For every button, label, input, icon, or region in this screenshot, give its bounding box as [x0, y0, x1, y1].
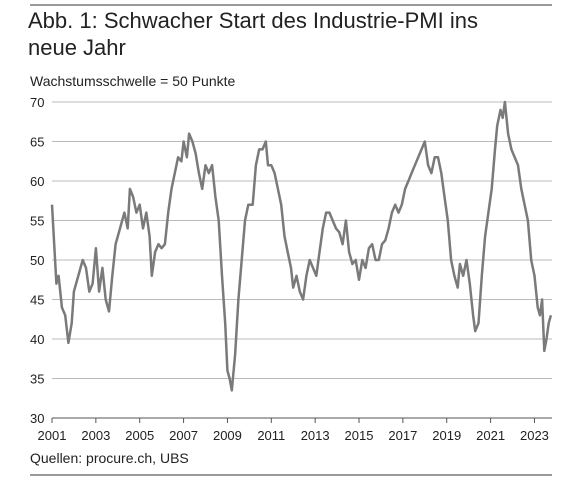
y-tick-label: 55	[30, 214, 44, 229]
subtitle: Wachstumsschwelle = 50 Punkte	[30, 73, 236, 89]
x-tick-label: 2019	[432, 428, 461, 443]
x-tick-label: 2021	[476, 428, 505, 443]
title-box: Abb. 1: Schwacher Start des Industrie-PM…	[28, 8, 478, 60]
x-tick-label: 2011	[257, 428, 285, 443]
y-tick-label: 70	[30, 95, 44, 110]
x-tick-label: 2007	[169, 428, 198, 443]
source: Quellen: procure.ch, UBS	[30, 450, 189, 466]
x-tick-label: 2009	[213, 428, 242, 443]
x-tick-label: 2023	[520, 428, 549, 443]
y-tick-label: 30	[30, 411, 44, 426]
x-tick-label: 2003	[81, 428, 110, 443]
y-tick-label: 65	[30, 135, 44, 150]
x-tick-label: 2001	[38, 428, 67, 443]
y-tick-label: 40	[30, 332, 44, 347]
x-tick-label: 2017	[388, 428, 417, 443]
x-tick-label: 2013	[301, 428, 330, 443]
chart-title: Abb. 1: Schwacher Start des Industrie-PM…	[28, 8, 478, 60]
pmi-line	[50, 100, 553, 392]
y-tick-label: 60	[30, 174, 44, 189]
y-tick-label: 35	[30, 372, 44, 387]
x-tick-label: 2015	[345, 428, 374, 443]
y-tick-label: 45	[30, 293, 44, 308]
x-tick-label: 2005	[125, 428, 154, 443]
y-tick-label: 50	[30, 253, 44, 268]
